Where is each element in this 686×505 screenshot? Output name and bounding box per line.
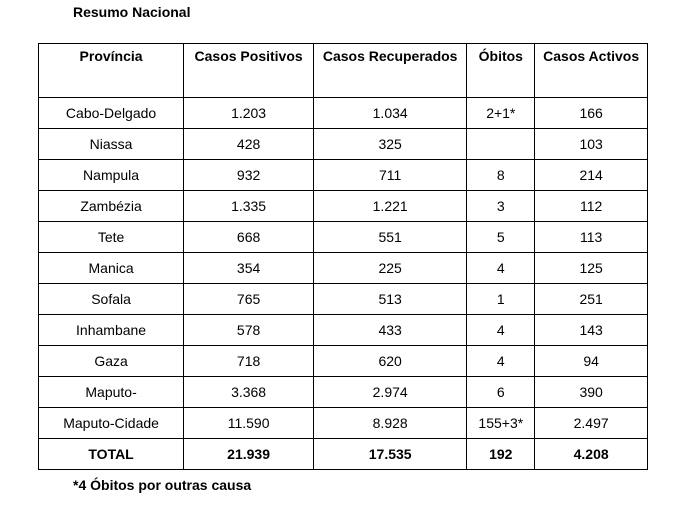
total-recuperados: 17.535 xyxy=(313,438,468,470)
cell-recuperados: 225 xyxy=(313,252,468,284)
cell-provincia: Cabo-Delgado xyxy=(37,97,185,129)
table-row: Zambézia 1.335 1.221 3 112 xyxy=(37,190,648,222)
cell-recuperados: 620 xyxy=(313,345,468,377)
table-row: Niassa 428 325 103 xyxy=(37,128,648,160)
cell-activos: 103 xyxy=(534,128,648,160)
cell-obitos: 4 xyxy=(466,314,536,346)
cell-provincia: Zambézia xyxy=(37,190,185,222)
cell-recuperados: 1.034 xyxy=(313,97,468,129)
cell-obitos: 6 xyxy=(466,376,536,408)
cell-obitos: 4 xyxy=(466,345,536,377)
cell-provincia: Nampula xyxy=(37,159,185,191)
table-row: Manica 354 225 4 125 xyxy=(37,252,648,284)
cell-provincia: Niassa xyxy=(37,128,185,160)
cell-activos: 125 xyxy=(534,252,648,284)
cell-obitos: 2+1* xyxy=(466,97,536,129)
cell-provincia: Tete xyxy=(37,221,185,253)
cell-positivos: 3.368 xyxy=(183,376,315,408)
cell-positivos: 932 xyxy=(183,159,315,191)
header-provincia: Província xyxy=(37,43,185,98)
table-row: Gaza 718 620 4 94 xyxy=(37,345,648,377)
total-obitos: 192 xyxy=(466,438,536,470)
cell-obitos: 3 xyxy=(466,190,536,222)
cell-recuperados: 325 xyxy=(313,128,468,160)
cell-obitos: 1 xyxy=(466,283,536,315)
cell-obitos: 8 xyxy=(466,159,536,191)
cell-positivos: 354 xyxy=(183,252,315,284)
table-row: Maputo-Cidade 11.590 8.928 155+3* 2.497 xyxy=(37,407,648,439)
header-casos-positivos: Casos Positivos xyxy=(183,43,315,98)
cell-recuperados: 551 xyxy=(313,221,468,253)
table-row: Cabo-Delgado 1.203 1.034 2+1* 166 xyxy=(37,97,648,129)
cell-positivos: 11.590 xyxy=(183,407,315,439)
footnote: *4 Óbitos por outras causa xyxy=(73,477,252,493)
cell-activos: 2.497 xyxy=(534,407,648,439)
cell-recuperados: 8.928 xyxy=(313,407,468,439)
table-row: Maputo- 3.368 2.974 6 390 xyxy=(37,376,648,408)
total-activos: 4.208 xyxy=(534,438,648,470)
header-casos-activos: Casos Activos xyxy=(534,43,648,98)
table-row: Tete 668 551 5 113 xyxy=(37,221,648,253)
cell-positivos: 765 xyxy=(183,283,315,315)
cell-provincia: Manica xyxy=(37,252,185,284)
cell-recuperados: 2.974 xyxy=(313,376,468,408)
table-row: Inhambane 578 433 4 143 xyxy=(37,314,648,346)
page-title: Resumo Nacional xyxy=(73,4,191,20)
summary-table: Província Casos Positivos Casos Recupera… xyxy=(37,43,648,470)
header-casos-recuperados: Casos Recuperados xyxy=(313,43,468,98)
cell-positivos: 1.203 xyxy=(183,97,315,129)
cell-provincia: Sofala xyxy=(37,283,185,315)
table-header-row: Província Casos Positivos Casos Recupera… xyxy=(37,43,648,98)
cell-activos: 112 xyxy=(534,190,648,222)
cell-activos: 390 xyxy=(534,376,648,408)
cell-provincia: Maputo- xyxy=(37,376,185,408)
cell-obitos: 4 xyxy=(466,252,536,284)
cell-provincia: Maputo-Cidade xyxy=(37,407,185,439)
header-obitos: Óbitos xyxy=(466,43,536,98)
cell-activos: 143 xyxy=(534,314,648,346)
table-total-row: TOTAL 21.939 17.535 192 4.208 xyxy=(37,438,648,470)
cell-recuperados: 1.221 xyxy=(313,190,468,222)
total-label: TOTAL xyxy=(37,438,185,470)
cell-obitos: 155+3* xyxy=(466,407,536,439)
cell-activos: 251 xyxy=(534,283,648,315)
cell-positivos: 1.335 xyxy=(183,190,315,222)
cell-obitos: 5 xyxy=(466,221,536,253)
cell-positivos: 578 xyxy=(183,314,315,346)
cell-positivos: 428 xyxy=(183,128,315,160)
cell-positivos: 718 xyxy=(183,345,315,377)
cell-recuperados: 711 xyxy=(313,159,468,191)
cell-activos: 214 xyxy=(534,159,648,191)
table-row: Sofala 765 513 1 251 xyxy=(37,283,648,315)
cell-provincia: Gaza xyxy=(37,345,185,377)
cell-activos: 113 xyxy=(534,221,648,253)
cell-recuperados: 513 xyxy=(313,283,468,315)
cell-activos: 94 xyxy=(534,345,648,377)
cell-obitos xyxy=(466,128,536,160)
cell-provincia: Inhambane xyxy=(37,314,185,346)
cell-positivos: 668 xyxy=(183,221,315,253)
table-row: Nampula 932 711 8 214 xyxy=(37,159,648,191)
total-positivos: 21.939 xyxy=(183,438,315,470)
cell-activos: 166 xyxy=(534,97,648,129)
cell-recuperados: 433 xyxy=(313,314,468,346)
